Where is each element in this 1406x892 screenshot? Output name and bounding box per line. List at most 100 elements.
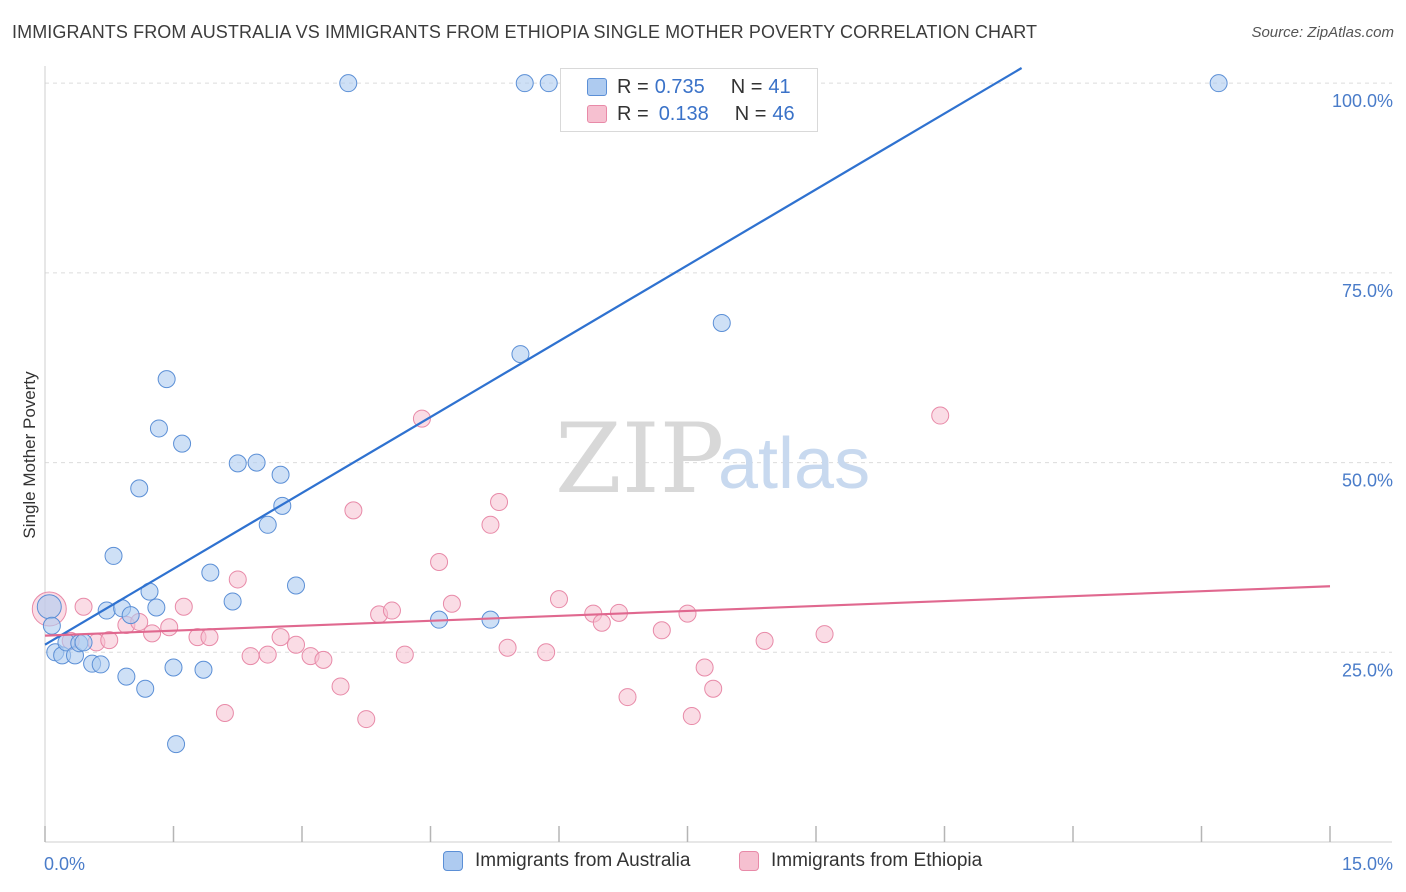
australia-series: [36, 74, 1228, 754]
australia-point: [223, 592, 242, 611]
australia-point: [91, 655, 110, 674]
australia-point: [42, 616, 61, 635]
y-tick-label: 100.0%: [1332, 91, 1393, 111]
y-tick-label: 25.0%: [1342, 660, 1393, 680]
ethiopia-point: [682, 707, 701, 726]
gridlines: [45, 82, 1392, 653]
australia-point: [164, 658, 183, 677]
ethiopia-point: [704, 679, 723, 698]
r-key: R =: [617, 75, 649, 98]
legend-item-australia[interactable]: Immigrants from Australia: [443, 850, 690, 872]
ethiopia-point: [314, 650, 333, 669]
legend-item-ethiopia[interactable]: Immigrants from Ethiopia: [739, 850, 982, 872]
ethiopia-point: [430, 552, 449, 571]
australia-point: [712, 313, 731, 332]
australia-point: [117, 667, 136, 686]
australia-trend-line: [44, 67, 1023, 646]
ethiopia-point: [215, 704, 234, 722]
watermark-atlas: atlas: [718, 424, 870, 504]
ethiopia-point: [678, 604, 697, 623]
australia-point: [339, 74, 358, 93]
legend-label-australia: Immigrants from Australia: [475, 850, 691, 871]
ethiopia-point: [258, 645, 277, 664]
australia-point: [173, 434, 192, 453]
ethiopia-trend-line: [44, 585, 1331, 637]
australia-point: [539, 74, 558, 93]
chart-title: IMMIGRANTS FROM AUSTRALIA VS IMMIGRANTS …: [12, 22, 1038, 42]
australia-point: [258, 515, 277, 534]
ethiopia-point: [74, 597, 93, 616]
australia-swatch-icon: [587, 78, 607, 96]
australia-point: [104, 546, 123, 565]
n-key: N =: [730, 75, 763, 98]
australia-point: [121, 606, 140, 625]
watermark-zip: ZIP: [555, 403, 724, 515]
trend-lines: [44, 67, 1331, 646]
australia-point: [36, 594, 62, 620]
ethiopia-point: [241, 647, 260, 666]
ethiopia-point: [287, 635, 306, 654]
y-tick-label: 50.0%: [1342, 471, 1393, 491]
ethiopia-point: [618, 688, 637, 707]
ethiopia-point: [331, 677, 350, 696]
n-value: 46: [772, 102, 795, 125]
ethiopia-point: [490, 493, 509, 512]
ethiopia-point: [931, 406, 950, 425]
australia-legend-icon: [443, 851, 463, 871]
ethiopia-point: [755, 631, 774, 650]
r-key: R =: [617, 102, 649, 125]
legend-label-ethiopia: Immigrants from Ethiopia: [771, 850, 983, 871]
australia-point: [201, 563, 220, 582]
ethiopia-point: [357, 710, 376, 729]
australia-point: [167, 735, 186, 754]
australia-point: [157, 370, 176, 389]
ethiopia-point: [271, 628, 290, 647]
australia-point: [228, 454, 247, 473]
ethiopia-point: [695, 658, 714, 677]
australia-point: [1209, 74, 1228, 93]
australia-point: [147, 598, 166, 617]
ethiopia-point: [395, 645, 414, 664]
australia-point: [194, 660, 213, 679]
r-value: 0.138: [658, 102, 709, 125]
ethiopia-point: [592, 613, 611, 632]
ethiopia-point: [100, 631, 119, 650]
australia-point: [74, 633, 93, 652]
legend-row-ethiopia: R = 0.138 N = 46: [587, 101, 795, 127]
r-value: 0.735: [654, 75, 705, 98]
australia-point: [511, 345, 530, 364]
ethiopia-point: [442, 594, 461, 613]
y-axis-title: Single Mother Poverty: [20, 371, 39, 539]
australia-point: [247, 453, 266, 472]
australia-point: [136, 679, 155, 698]
correlation-legend: R = 0.735 N = 41 R = 0.138 N = 46: [560, 68, 818, 132]
ethiopia-point: [160, 618, 179, 637]
ethiopia-legend-icon: [739, 851, 759, 871]
australia-point: [515, 74, 534, 93]
ethiopia-point: [815, 625, 834, 644]
x-tick-label: 0.0%: [44, 854, 85, 874]
axis-labels: 25.0% 50.0% 75.0% 100.0% 0.0% 15.0% Single Mot…: [20, 91, 1393, 874]
watermark: ZIP atlas: [555, 403, 870, 515]
n-value: 41: [768, 75, 791, 98]
ethiopia-point: [481, 515, 500, 534]
ethiopia-point: [412, 409, 431, 428]
ethiopia-point: [652, 621, 671, 640]
ethiopia-swatch-icon: [587, 105, 607, 123]
source-credit: Source: ZipAtlas.com: [1251, 24, 1394, 41]
ethiopia-point: [200, 628, 219, 647]
ethiopia-point: [174, 597, 193, 616]
ethiopia-point: [228, 570, 247, 589]
australia-point: [287, 576, 306, 595]
australia-point: [271, 465, 290, 484]
ethiopia-point: [344, 501, 363, 520]
ethiopia-point: [498, 638, 517, 657]
y-tick-label: 75.0%: [1342, 281, 1393, 301]
n-key: N =: [734, 102, 767, 125]
ethiopia-point: [537, 643, 556, 662]
legend-row-australia: R = 0.735 N = 41: [587, 74, 791, 100]
australia-point: [149, 419, 168, 438]
x-tick-label: 15.0%: [1342, 854, 1393, 874]
ethiopia-point: [550, 590, 568, 609]
